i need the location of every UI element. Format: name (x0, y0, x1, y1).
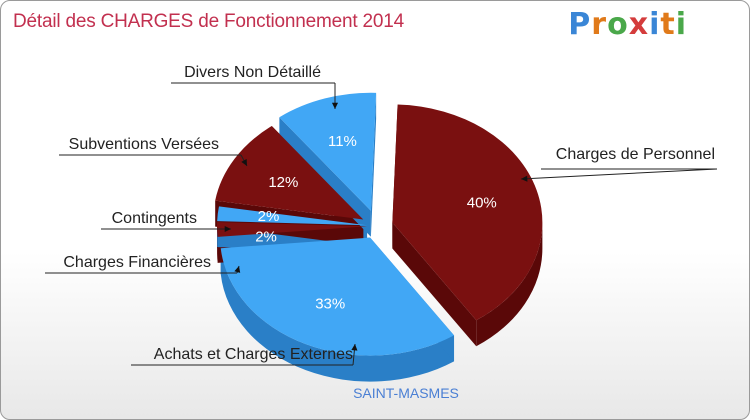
slice-label: Achats et Charges Externes (154, 346, 353, 363)
pct-label: 2% (255, 228, 277, 245)
leader-arrow (351, 344, 358, 351)
slice-label: Divers Non Détaillé (184, 64, 321, 81)
leader-arrow (331, 102, 339, 109)
pct-label: 33% (315, 296, 345, 313)
leader-arrow (224, 225, 231, 233)
leader-arrow (234, 266, 241, 273)
slice-face-5-1 (370, 92, 377, 237)
commune-name: SAINT-MASMES (353, 385, 459, 401)
pct-labels: 40% 33% 2% 2% 12% 11% (255, 133, 497, 313)
pct-label: 11% (328, 133, 357, 150)
slice-label: Charges de Personnel (556, 146, 715, 163)
pct-label: 2% (258, 208, 280, 225)
pct-label: 40% (467, 194, 497, 211)
leader-arrow (241, 159, 247, 166)
proxiti-logo: Proxiti (568, 7, 687, 42)
slice-side-1 (220, 248, 455, 382)
pie-slice-contingents (217, 206, 368, 226)
pct-label: 12% (268, 174, 298, 191)
slice-label: Contingents (112, 210, 197, 227)
callouts: Charges de Personnel Achats et Charges Ex… (45, 64, 718, 366)
pie-slice-subventions-vers-es (215, 125, 364, 220)
pie-slice-charges-financi-res (217, 222, 368, 237)
pie-slice-divers-non-d-taill- (279, 92, 377, 211)
pie-slice-achats-et-charges-externes (220, 237, 455, 356)
slice-label: Charges Financières (63, 254, 211, 271)
slice-face-0-1 (392, 222, 477, 347)
pie-slice-charges-de-personnel (392, 104, 543, 321)
pie-tops (215, 92, 543, 356)
leader-arrow (521, 175, 528, 182)
slice-label: Subventions Versées (69, 136, 219, 153)
leader-line (520, 168, 718, 180)
chart-title: Détail des CHARGES de Fonctionnement 201… (13, 11, 405, 32)
slice-side-0 (476, 222, 543, 347)
